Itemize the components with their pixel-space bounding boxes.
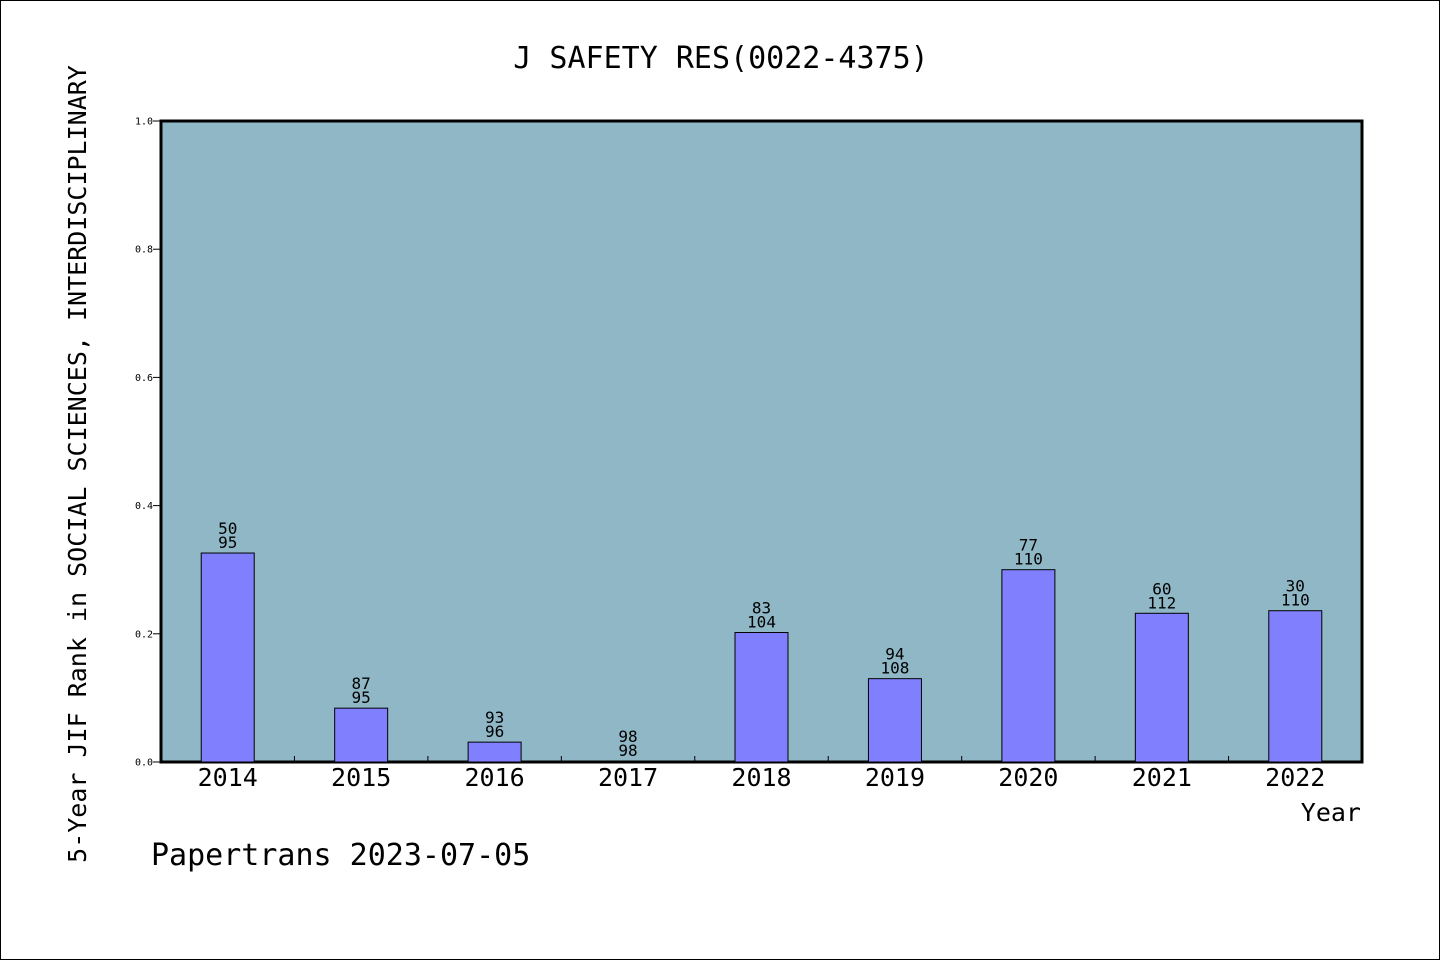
- bar-rank-label: 87: [352, 674, 371, 693]
- bar-total-label: 110: [1281, 591, 1310, 610]
- x-tick-label: 2015: [331, 763, 391, 792]
- y-tick-label: 0.8: [135, 245, 153, 256]
- x-axis: 2014 2015 2016 2017 2018 2019 2020 2021 2022: [198, 756, 1325, 792]
- x-tick-label: 2020: [998, 763, 1058, 792]
- x-tick-label: 2021: [1132, 763, 1192, 792]
- y-tick-label: 0.0: [135, 758, 153, 769]
- bar-2021: [1134, 612, 1189, 763]
- bar-rank-label: 30: [1286, 577, 1305, 596]
- bar-rank-label: 60: [1152, 579, 1171, 598]
- y-tick-label: 1.0: [135, 117, 153, 128]
- bar-rank-label: 94: [885, 645, 904, 664]
- bar-total-label: 96: [485, 722, 504, 741]
- x-tick-label: 2019: [865, 763, 925, 792]
- bar-2018: [734, 632, 789, 763]
- bar-2016: [467, 741, 522, 763]
- bar-rank-label: 98: [618, 727, 637, 746]
- y-axis: 0.0 0.2 0.4 0.6 0.8 1.0: [135, 117, 161, 769]
- x-tick-label: 2016: [465, 763, 525, 792]
- footer-credit: Papertrans 2023-07-05: [151, 838, 530, 873]
- bar-2015: [334, 707, 389, 763]
- x-tick-label: 2018: [731, 763, 791, 792]
- bar-total-label: 108: [880, 659, 909, 678]
- x-tick-label: 2014: [198, 763, 258, 792]
- y-tick-label: 0.4: [135, 501, 153, 512]
- bar-2017: [601, 760, 656, 763]
- bar-rank-label: 93: [485, 708, 504, 727]
- bar-total-label: 112: [1147, 593, 1176, 612]
- bar-2019: [867, 678, 922, 763]
- bar-rank-label: 83: [752, 599, 771, 618]
- bars-group: [200, 552, 1323, 763]
- bar-total-label: 95: [218, 533, 237, 552]
- bar-rank-label: 50: [218, 519, 237, 538]
- bar-total-label: 110: [1014, 550, 1043, 569]
- bar-total-label: 98: [618, 741, 637, 760]
- y-tick-label: 0.2: [135, 629, 153, 640]
- bar-2020: [1001, 569, 1056, 763]
- bar-rank-label: 77: [1019, 536, 1038, 555]
- x-axis-label: Year: [1301, 798, 1361, 827]
- x-tick-label: 2022: [1265, 763, 1325, 792]
- x-tick-label: 2017: [598, 763, 658, 792]
- y-axis-label: 5-Year JIF Rank in SOCIAL SCIENCES, INTE…: [63, 65, 92, 863]
- bar-2022: [1268, 610, 1323, 763]
- bar-2014: [200, 552, 255, 763]
- chart-title: J SAFETY RES(0022-4375): [513, 41, 928, 76]
- bar-total-label: 104: [747, 613, 776, 632]
- y-tick-label: 0.6: [135, 373, 153, 384]
- bar-total-label: 95: [352, 688, 371, 707]
